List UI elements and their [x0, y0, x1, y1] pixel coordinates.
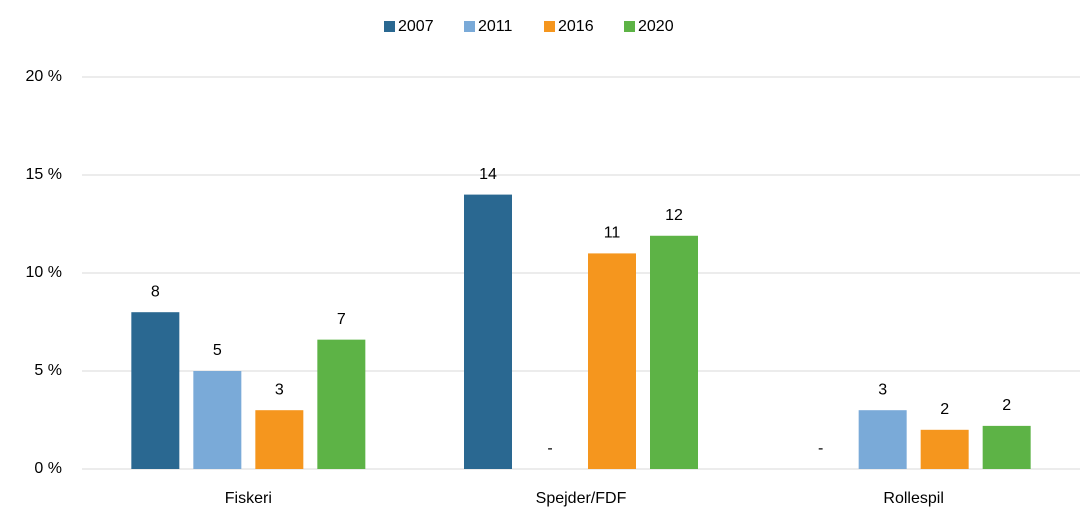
x-tick-label: Rollespil: [883, 490, 943, 507]
bar: [131, 312, 180, 469]
bar: [858, 410, 907, 469]
value-label: 14: [479, 166, 497, 183]
bar: [982, 425, 1031, 469]
legend-swatch: [464, 21, 475, 32]
value-label: -: [818, 440, 823, 457]
bar: [588, 253, 636, 469]
legend-label: 2011: [478, 18, 513, 35]
bar: [317, 339, 366, 469]
x-tick-label: Spejder/FDF: [536, 490, 627, 507]
legend-label: 2016: [558, 18, 594, 35]
legend-label: 2007: [398, 18, 434, 35]
value-label: 8: [151, 283, 160, 300]
y-tick-label: 10 %: [26, 264, 62, 281]
x-tick-label: Fiskeri: [225, 490, 272, 507]
value-label: 2: [940, 401, 949, 418]
bar: [464, 194, 512, 469]
y-tick-label: 5 %: [34, 362, 62, 379]
y-tick-label: 15 %: [26, 166, 62, 183]
y-tick-label: 0 %: [34, 460, 62, 477]
bar: [193, 371, 242, 469]
bar: [920, 429, 969, 469]
value-label: 2: [1002, 397, 1011, 414]
bar: [255, 410, 304, 469]
legend-swatch: [384, 21, 395, 32]
value-label: 3: [275, 381, 284, 398]
value-label: 7: [337, 311, 346, 328]
y-tick-label: 20 %: [26, 68, 62, 85]
value-label: -: [547, 440, 552, 457]
value-label: 5: [213, 342, 222, 359]
value-label: 12: [665, 207, 683, 224]
legend-swatch: [544, 21, 555, 32]
legend-swatch: [624, 21, 635, 32]
value-label: 11: [604, 225, 621, 242]
legend-label: 2020: [638, 18, 674, 35]
bar: [650, 235, 698, 469]
value-label: 3: [878, 381, 887, 398]
